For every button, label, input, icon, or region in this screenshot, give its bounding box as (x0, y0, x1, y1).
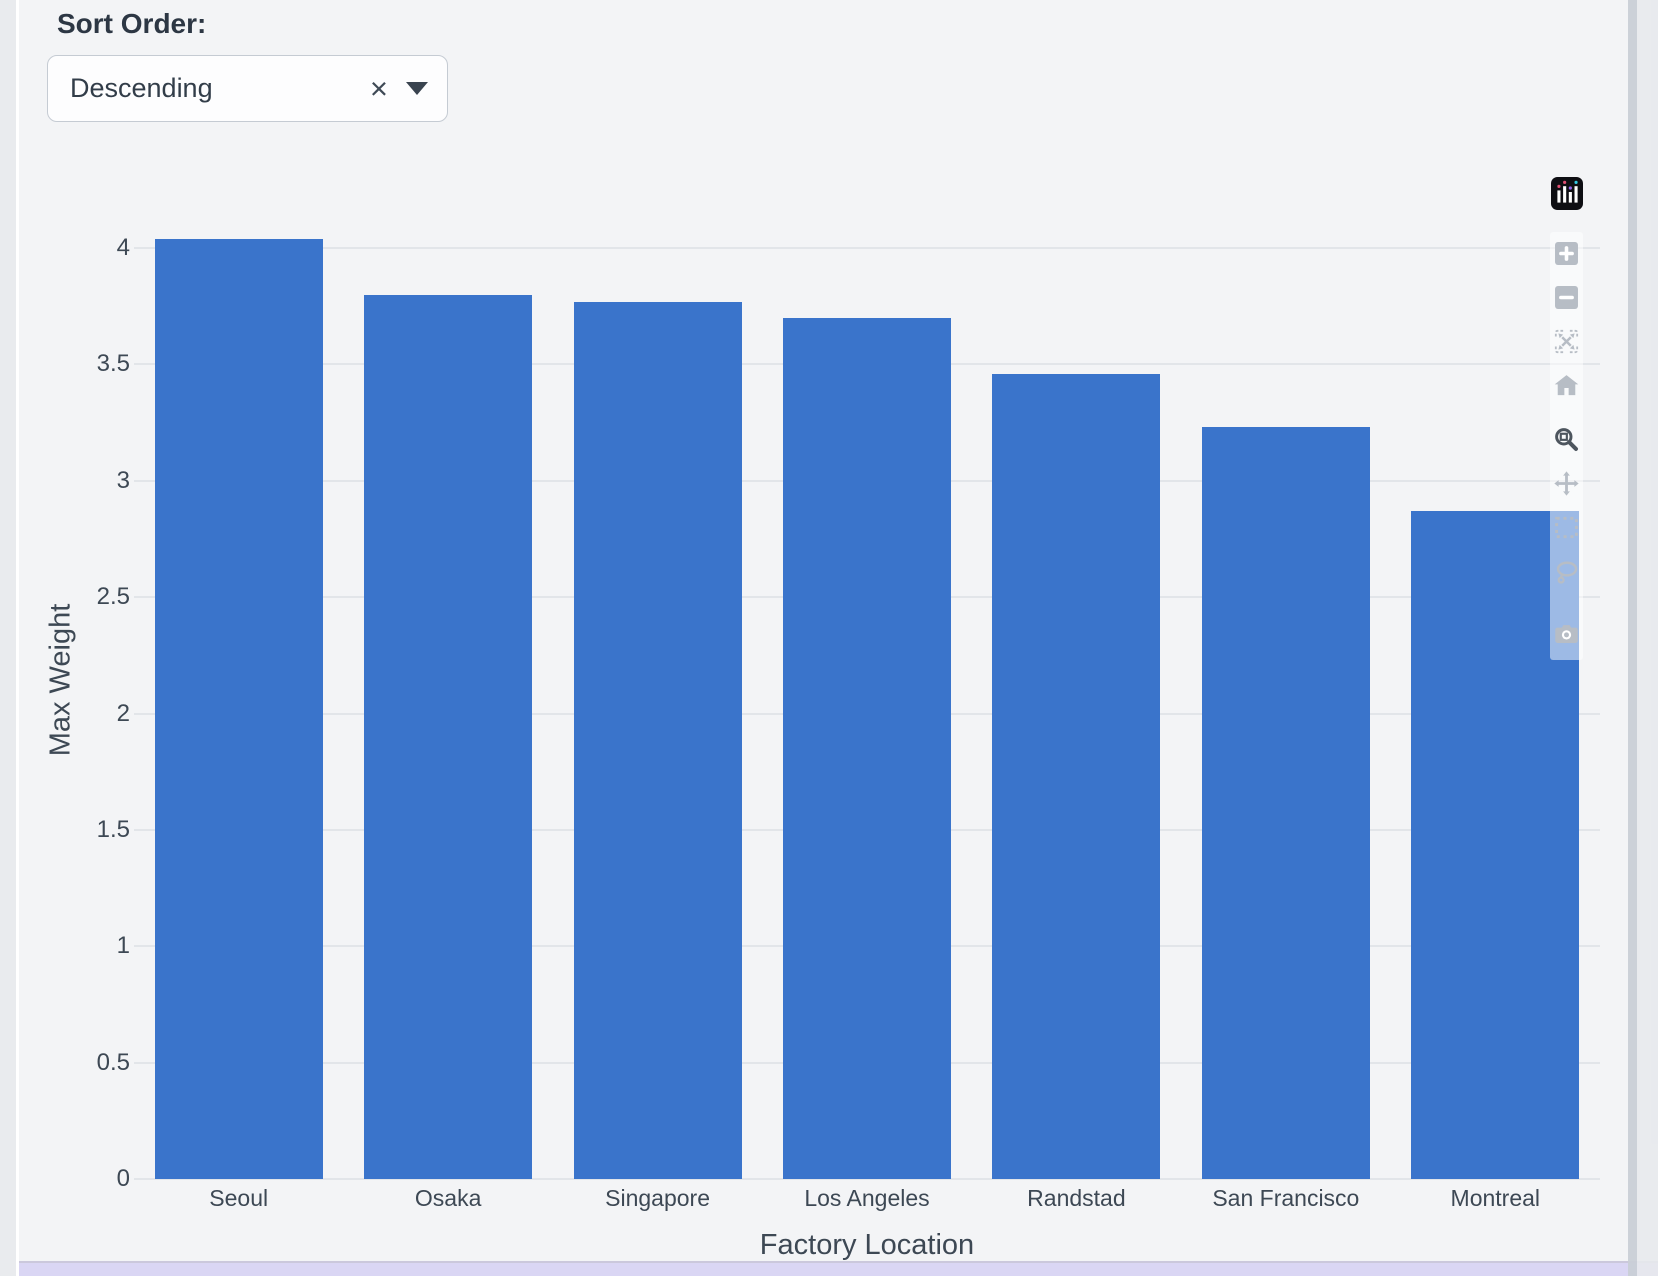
y-tick-label: 1 (116, 932, 130, 960)
x-category-label: Seoul (209, 1185, 269, 1211)
bar-singapore[interactable] (573, 301, 742, 1179)
plotly-modebar (1550, 177, 1583, 660)
bar-seoul[interactable] (154, 238, 323, 1179)
sort-order-label: Sort Order: (57, 8, 207, 39)
y-tick-label: 3.5 (96, 350, 130, 378)
y-tick-label: 1.5 (96, 815, 130, 843)
x-category-label: Osaka (414, 1185, 482, 1211)
y-tick-label: 4 (116, 234, 130, 261)
y-tick-label: 2.5 (96, 583, 130, 611)
zoom-mode-icon (1553, 426, 1580, 458)
modebar-zoom-mode-button[interactable] (1550, 420, 1583, 464)
y-tick-label: 3 (116, 466, 130, 494)
lasso-select-icon (1553, 558, 1580, 590)
modebar-reset-axes-home-button[interactable] (1550, 366, 1583, 410)
y-tick-label: 0 (116, 1165, 130, 1192)
y-tick-label: 0.5 (96, 1048, 130, 1076)
reset-axes-home-icon (1553, 372, 1580, 404)
bottom-panel-edge (0, 1261, 1658, 1276)
x-category-label: Randstad (1027, 1185, 1126, 1211)
x-category-label: Los Angeles (804, 1185, 930, 1211)
pan-icon (1553, 470, 1580, 502)
bar-san-francisco[interactable] (1201, 427, 1370, 1179)
modebar-box-select-button[interactable] (1550, 508, 1583, 552)
vertical-scrollbar-track[interactable] (1637, 0, 1658, 1276)
y-tick-label: 2 (116, 699, 130, 727)
gridline-y-4 (134, 247, 1600, 249)
modebar-pan-button[interactable] (1550, 464, 1583, 508)
modebar-autoscale-button[interactable] (1550, 322, 1583, 366)
y-axis-title: Max Weight (44, 603, 77, 757)
modebar-group-1 (1550, 234, 1583, 410)
x-axis-title: Factory Location (759, 1229, 975, 1261)
download-png-camera-icon (1553, 620, 1580, 652)
modebar-zoom-out-button[interactable] (1550, 278, 1583, 322)
vertical-scrollbar-thumb[interactable] (1628, 0, 1637, 1276)
sort-order-dropdown[interactable]: Descending × (47, 55, 448, 122)
x-category-label: San Francisco (1212, 1185, 1360, 1211)
x-category-label: Singapore (605, 1185, 710, 1211)
bar-osaka[interactable] (364, 294, 533, 1179)
modebar-download-png-camera-button[interactable] (1550, 614, 1583, 658)
autoscale-icon (1553, 328, 1580, 360)
chevron-down-icon[interactable] (406, 82, 428, 95)
plotly-logo-icon[interactable] (1550, 177, 1583, 210)
bar-los-angeles[interactable] (783, 317, 951, 1179)
clear-icon[interactable]: × (369, 71, 388, 106)
left-edge-strip (0, 0, 16, 1276)
modebar-buttons (1550, 232, 1583, 660)
gridline-y-0 (134, 1178, 1600, 1180)
sort-order-selected-value: Descending (70, 73, 213, 103)
modebar-zoom-in-button[interactable] (1550, 234, 1583, 278)
modebar-group-2 (1550, 420, 1583, 596)
modebar-group-3 (1550, 614, 1583, 658)
box-select-icon (1553, 514, 1580, 546)
zoom-in-icon (1553, 240, 1580, 272)
bar-randstad[interactable] (992, 373, 1161, 1179)
zoom-out-icon (1553, 284, 1580, 316)
x-category-label: Montreal (1450, 1185, 1541, 1211)
modebar-lasso-select-button[interactable] (1550, 552, 1583, 596)
left-card-border (16, 0, 19, 1276)
